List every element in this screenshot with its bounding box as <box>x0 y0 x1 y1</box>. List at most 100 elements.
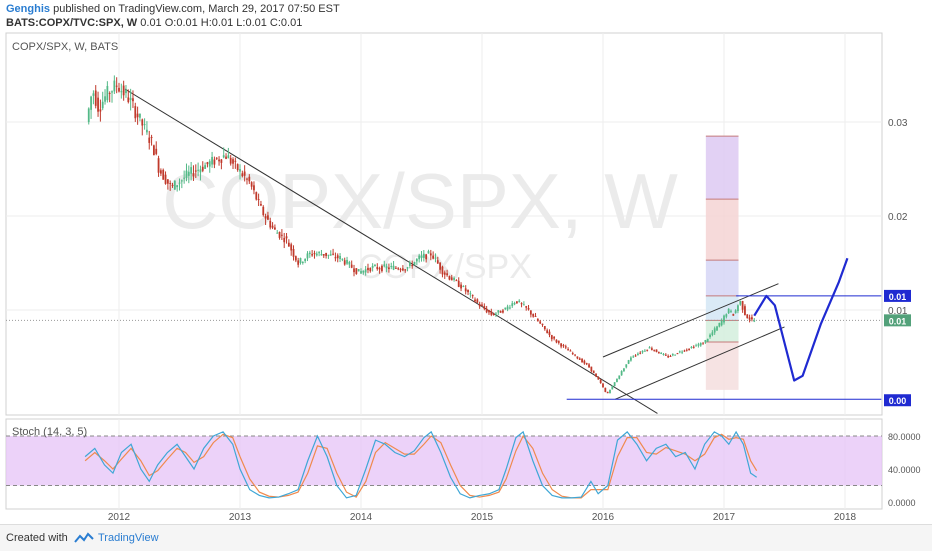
candle-body <box>346 259 348 264</box>
candle-body <box>392 265 395 270</box>
candle-body <box>455 280 458 282</box>
tradingview-logo-icon <box>74 532 94 543</box>
fib-box <box>705 341 739 390</box>
candle-body <box>297 260 300 265</box>
candle-body <box>471 295 474 297</box>
candle-body <box>697 344 700 346</box>
candle-body <box>390 266 393 268</box>
candle-body <box>418 255 421 260</box>
y-tick-label: 0.03 <box>888 118 908 129</box>
candle-body <box>97 97 99 112</box>
candle-body <box>506 306 509 310</box>
candle-body <box>727 308 730 314</box>
candle-body <box>448 276 451 280</box>
candle-body <box>446 273 448 276</box>
candle-body <box>639 352 642 354</box>
candle-body <box>574 354 576 356</box>
candle-body <box>632 356 635 358</box>
author-name[interactable]: Genghis <box>6 3 51 15</box>
candle-body <box>485 308 488 313</box>
candle-body <box>620 371 623 376</box>
candle-body <box>341 258 344 260</box>
candle-body <box>625 364 628 368</box>
candle-body <box>327 254 330 256</box>
candle-body <box>276 232 279 234</box>
candle-body <box>664 354 667 356</box>
candle-body <box>637 353 639 356</box>
candle-body <box>318 252 321 254</box>
candle-body <box>362 270 365 273</box>
candle-body <box>369 267 372 272</box>
candle-body <box>108 93 111 95</box>
candle-body <box>197 169 200 171</box>
created-with-label: Created with <box>6 532 68 544</box>
candle-body <box>236 164 239 171</box>
candle-body <box>132 98 134 102</box>
candle-body <box>401 268 404 271</box>
candle-body <box>218 159 220 162</box>
candle-body <box>569 350 572 352</box>
candle-body <box>350 264 353 268</box>
candle-body <box>204 165 206 169</box>
candle-body <box>155 148 158 154</box>
candle-body <box>159 170 162 174</box>
candle-body <box>178 182 181 184</box>
candle-body <box>655 349 658 353</box>
candle-body <box>367 267 369 271</box>
candle-body <box>571 353 574 355</box>
candle-body <box>339 256 341 260</box>
candle-body <box>518 300 521 303</box>
candle-body <box>257 199 260 201</box>
candle-body <box>301 261 304 263</box>
tradingview-link[interactable]: TradingView <box>98 532 159 544</box>
candle-body <box>443 272 446 275</box>
candle-body <box>246 178 248 180</box>
candle-body <box>280 234 283 236</box>
channel-lower-line <box>614 326 785 400</box>
candle-body <box>187 171 190 176</box>
candle-body <box>630 357 632 361</box>
candle-body <box>357 269 360 272</box>
candle-body <box>746 314 749 319</box>
candle-body <box>474 299 476 302</box>
x-tick-label: 2013 <box>229 512 252 523</box>
candle-body <box>732 313 735 316</box>
candle-body <box>143 124 146 126</box>
candle-body <box>543 326 546 330</box>
publish-info: published on TradingView.com, March 29, … <box>53 3 340 15</box>
candle-body <box>371 265 374 268</box>
candle-body <box>553 336 556 339</box>
candle-body <box>413 262 416 265</box>
candle-body <box>534 315 537 317</box>
candle-body <box>381 265 383 272</box>
price-label-text: 0.01 <box>889 292 907 302</box>
candle-body <box>595 373 597 377</box>
candle-body <box>239 169 241 172</box>
candle-body <box>685 349 688 351</box>
candle-body <box>120 91 123 93</box>
candle-body <box>560 343 563 347</box>
candle-body <box>106 85 109 101</box>
candle-body <box>497 310 500 313</box>
candle-body <box>550 335 553 340</box>
candle-body <box>422 253 425 258</box>
candle-body <box>490 311 493 315</box>
candle-body <box>520 303 523 305</box>
candle-body <box>643 350 646 352</box>
candle-body <box>702 343 704 345</box>
chart-canvas[interactable]: COPX/SPX, W COPX/SPX 2012 2013 2014 2015 201… <box>0 0 932 524</box>
candle-body <box>213 159 216 165</box>
candle-body <box>157 158 160 173</box>
candle-body <box>241 173 244 177</box>
candle-body <box>101 101 104 109</box>
candle-body <box>278 232 281 238</box>
candle-body <box>304 258 307 262</box>
candle-body <box>220 159 223 163</box>
candle-body <box>650 348 653 350</box>
candle-body <box>751 317 753 320</box>
candle-body <box>590 366 593 372</box>
candle-body <box>737 305 739 312</box>
candle-body <box>667 356 670 358</box>
candle-body <box>662 353 665 355</box>
candle-body <box>581 359 583 363</box>
